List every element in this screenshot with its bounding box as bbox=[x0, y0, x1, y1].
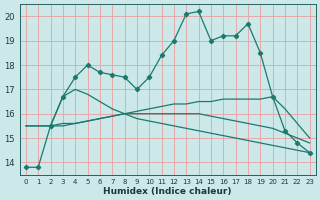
X-axis label: Humidex (Indice chaleur): Humidex (Indice chaleur) bbox=[103, 187, 232, 196]
